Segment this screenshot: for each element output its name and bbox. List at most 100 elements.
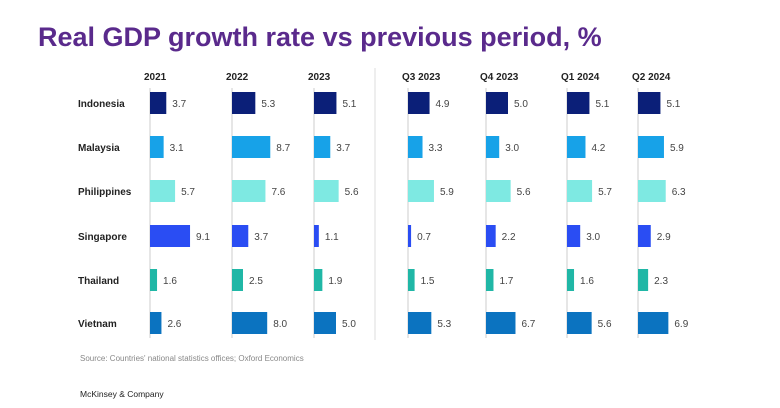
data-label: 2.9	[657, 232, 671, 243]
footer-brand: McKinsey & Company	[80, 389, 164, 399]
bar	[638, 180, 666, 202]
data-label: 8.0	[273, 319, 287, 330]
data-label: 5.9	[440, 187, 454, 198]
data-label: 5.1	[342, 99, 356, 110]
data-label: 4.2	[591, 143, 605, 154]
country-label: Singapore	[78, 232, 127, 243]
data-label: 9.1	[196, 232, 210, 243]
bar	[314, 312, 336, 334]
bar	[638, 225, 651, 247]
bar	[408, 92, 430, 114]
data-label: 2.3	[654, 276, 668, 287]
bar	[150, 269, 158, 291]
period-label: 2022	[226, 72, 249, 83]
data-label: 3.3	[429, 143, 443, 154]
country-label: Malaysia	[78, 143, 120, 154]
data-label: 5.9	[670, 143, 684, 154]
data-label: 2.5	[249, 276, 263, 287]
bar	[567, 312, 592, 334]
data-label: 1.6	[163, 276, 177, 287]
period-label: Q4 2023	[480, 72, 519, 83]
bar	[314, 92, 337, 114]
data-label: 5.6	[598, 319, 612, 330]
country-label: Vietnam	[78, 319, 117, 330]
bar	[150, 180, 176, 202]
data-label: 3.1	[170, 143, 184, 154]
data-label: 5.3	[261, 99, 275, 110]
data-label: 1.6	[580, 276, 594, 287]
bar	[408, 312, 432, 334]
bar	[638, 92, 661, 114]
data-label: 2.6	[167, 319, 181, 330]
data-label: 1.5	[421, 276, 435, 287]
bar	[567, 180, 593, 202]
source-note: Source: Countries' national statistics o…	[80, 354, 304, 363]
bar	[232, 312, 268, 334]
bar	[486, 225, 496, 247]
data-label: 3.7	[254, 232, 268, 243]
country-label: Thailand	[78, 276, 119, 287]
bar	[314, 180, 339, 202]
bar	[567, 225, 581, 247]
bar	[486, 180, 511, 202]
period-label: 2021	[144, 72, 167, 83]
period-label: Q1 2024	[561, 72, 600, 83]
bar	[314, 136, 331, 158]
data-label: 6.7	[521, 319, 535, 330]
bar	[486, 92, 508, 114]
data-label: 7.6	[271, 187, 285, 198]
bar	[638, 312, 669, 334]
data-label: 5.3	[437, 319, 451, 330]
bar	[150, 312, 162, 334]
bar	[486, 312, 516, 334]
country-label: Philippines	[78, 187, 132, 198]
bar	[567, 92, 590, 114]
data-label: 5.0	[514, 99, 528, 110]
bar	[150, 136, 164, 158]
bar	[314, 225, 319, 247]
bar	[408, 136, 423, 158]
data-label: 1.7	[499, 276, 513, 287]
data-label: 3.7	[172, 99, 186, 110]
data-label: 8.7	[276, 143, 290, 154]
bar	[150, 225, 191, 247]
data-label: 5.6	[345, 187, 359, 198]
bar	[408, 225, 412, 247]
bar	[486, 269, 494, 291]
data-label: 6.3	[672, 187, 686, 198]
country-label: Indonesia	[78, 99, 125, 110]
bar	[567, 136, 586, 158]
bar	[232, 269, 243, 291]
period-label: 2023	[308, 72, 331, 83]
bar	[232, 180, 266, 202]
data-label: 0.7	[417, 232, 431, 243]
data-label: 5.7	[598, 187, 612, 198]
data-label: 6.9	[674, 319, 688, 330]
data-label: 3.0	[586, 232, 600, 243]
data-label: 1.9	[328, 276, 342, 287]
data-label: 3.0	[505, 143, 519, 154]
bar	[408, 269, 415, 291]
data-label: 3.7	[336, 143, 350, 154]
data-label: 5.7	[181, 187, 195, 198]
period-label: Q2 2024	[632, 72, 671, 83]
data-label: 5.6	[517, 187, 531, 198]
data-label: 2.2	[502, 232, 516, 243]
bar	[567, 269, 575, 291]
bar	[486, 136, 500, 158]
data-label: 4.9	[436, 99, 450, 110]
bar	[638, 136, 664, 158]
bar	[150, 92, 167, 114]
bar	[314, 269, 323, 291]
data-label: 5.1	[666, 99, 680, 110]
bar	[638, 269, 649, 291]
bar	[232, 225, 249, 247]
bar	[232, 136, 271, 158]
bar	[232, 92, 256, 114]
chart-title: Real GDP growth rate vs previous period,…	[38, 22, 602, 52]
data-label: 5.1	[595, 99, 609, 110]
data-label: 5.0	[342, 319, 356, 330]
bar	[408, 180, 434, 202]
period-label: Q3 2023	[402, 72, 441, 83]
